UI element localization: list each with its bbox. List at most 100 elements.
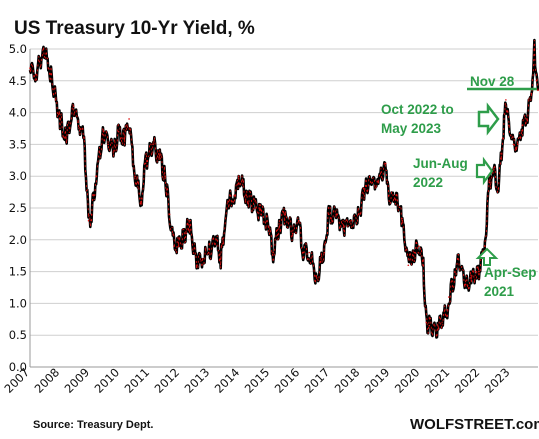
- data-point: [195, 264, 198, 267]
- data-point: [284, 213, 287, 216]
- x-tick-label: 2018: [332, 365, 363, 396]
- data-point: [267, 226, 270, 228]
- data-point: [254, 207, 256, 209]
- data-point: [158, 156, 160, 158]
- data-point: [457, 258, 459, 260]
- y-axis-tick-labels: 0.0 0.5 1.0 1.5 2.0 2.5 3.0 3.5 4.0 4.5 5.0: [9, 42, 27, 374]
- arrow-right-icon: [475, 156, 494, 186]
- x-tick-label: 2023: [482, 365, 513, 396]
- data-point: [484, 245, 486, 247]
- data-point: [42, 48, 45, 50]
- x-tick-label: 2020: [392, 365, 423, 396]
- data-point: [173, 245, 175, 247]
- data-point: [454, 277, 456, 279]
- data-point: [54, 99, 57, 101]
- annotation-oct-2022-line1: Oct 2022 to: [381, 102, 454, 117]
- data-point: [323, 251, 326, 254]
- data-point: [72, 105, 75, 108]
- data-point: [533, 48, 536, 50]
- data-point: [95, 175, 97, 177]
- data-point: [90, 213, 93, 216]
- data-point: [237, 175, 240, 177]
- x-tick-label: 2021: [422, 365, 453, 396]
- data-point: [401, 219, 404, 222]
- data-point: [342, 226, 345, 228]
- data-point: [168, 213, 171, 216]
- data-point: [437, 328, 440, 330]
- x-tick-label: 2008: [32, 365, 63, 396]
- data-point: [497, 188, 500, 190]
- brand-label: WOLFSTREET.com: [410, 416, 539, 433]
- data-point: [425, 321, 428, 324]
- data-point: [413, 251, 416, 254]
- data-point: [185, 232, 187, 235]
- data-point: [128, 118, 130, 120]
- data-point: [350, 219, 353, 222]
- annotation-oct-2022-line2: May 2023: [381, 121, 442, 136]
- data-point: [512, 143, 515, 146]
- annotation-apr-sep-line2: 2021: [484, 284, 515, 299]
- data-point: [207, 251, 210, 254]
- data-point: [526, 118, 528, 120]
- data-point: [505, 99, 507, 101]
- data-point: [219, 258, 222, 260]
- annotation-jun-aug-line1: Jun-Aug: [413, 156, 468, 171]
- data-point: [260, 213, 262, 216]
- data-point: [327, 213, 330, 216]
- y-tick-label: 1.5: [9, 265, 27, 279]
- arrow-up-icon: [475, 247, 499, 266]
- data-point: [117, 130, 120, 133]
- x-tick-label: 2014: [212, 365, 243, 396]
- data-point: [297, 219, 300, 222]
- data-point: [144, 162, 147, 165]
- data-point: [134, 175, 136, 177]
- y-tick-label: 2.5: [9, 201, 27, 215]
- x-tick-label: 2015: [242, 365, 273, 396]
- data-point: [233, 194, 235, 197]
- data-point: [302, 251, 305, 254]
- data-point: [35, 73, 37, 76]
- x-axis-tick-labels: 2007 2008 2009 2010 2011 2012 2013 2014 2015 2016…: [2, 365, 513, 396]
- source-note: Source: Treasury Dept.: [33, 419, 153, 431]
- data-point: [245, 194, 247, 197]
- data-point: [357, 213, 360, 216]
- data-point: [87, 219, 90, 222]
- x-tick-label: 2016: [272, 365, 303, 396]
- data-point: [371, 181, 374, 184]
- x-tick-label: 2011: [122, 365, 153, 396]
- data-point: [291, 232, 294, 235]
- data-point: [446, 308, 449, 311]
- data-point: [488, 181, 491, 184]
- x-tick-label: 2013: [182, 365, 213, 396]
- data-point: [152, 143, 154, 146]
- annotation-apr-sep-line1: Apr-Sep: [484, 265, 537, 280]
- data-point: [530, 92, 533, 95]
- data-point: [77, 121, 79, 123]
- data-point: [83, 137, 85, 139]
- data-point: [428, 324, 431, 327]
- data-point: [335, 213, 338, 216]
- y-tick-label: 1.0: [9, 296, 27, 310]
- data-point: [65, 137, 67, 139]
- x-tick-label: 2007: [2, 365, 33, 396]
- x-tick-label: 2012: [152, 365, 183, 396]
- series-line-highlight-0: [29, 39, 539, 339]
- y-tick-label: 0.0: [9, 360, 27, 374]
- x-tick-label: 2022: [452, 365, 483, 396]
- y-tick-label: 4.5: [9, 74, 27, 88]
- data-point: [395, 194, 398, 197]
- y-tick-label: 3.5: [9, 137, 27, 151]
- data-point: [29, 67, 31, 69]
- data-point: [508, 124, 510, 127]
- data-point: [422, 264, 425, 267]
- annotation-jun-aug-line2: 2022: [413, 175, 443, 190]
- data-point: [113, 149, 115, 152]
- data-point: [502, 137, 504, 139]
- x-tick-label: 2009: [62, 365, 93, 396]
- data-point: [123, 137, 126, 139]
- data-point: [478, 270, 480, 273]
- data-point: [377, 181, 380, 184]
- data-point: [363, 188, 366, 190]
- data-point: [448, 296, 450, 298]
